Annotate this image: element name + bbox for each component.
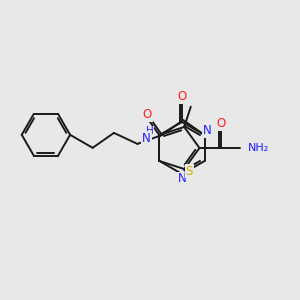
Text: H: H: [146, 126, 154, 136]
Text: N: N: [203, 124, 212, 137]
Text: O: O: [177, 90, 187, 103]
Text: O: O: [143, 108, 152, 121]
Text: S: S: [185, 164, 193, 178]
Text: O: O: [216, 117, 225, 130]
Text: N: N: [178, 172, 186, 185]
Text: NH₂: NH₂: [248, 143, 270, 153]
Text: N: N: [142, 132, 151, 145]
